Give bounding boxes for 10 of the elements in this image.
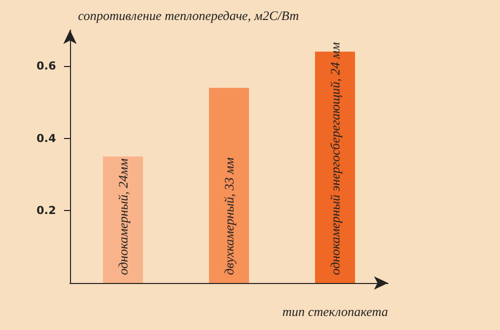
x-tick-label: однокамерный, 24мм bbox=[116, 158, 130, 275]
bar bbox=[209, 88, 249, 283]
x-tick-label: однокамерный энергосберегающий, 24 мм bbox=[328, 42, 342, 275]
y-tick-label: 0.2 bbox=[36, 204, 56, 218]
x-axis-title: тип стеклопакета bbox=[282, 304, 388, 319]
x-tick-label: двухкамерный, 33 мм bbox=[222, 157, 236, 275]
y-tick-label: 0.4 bbox=[36, 132, 56, 145]
bar bbox=[103, 156, 143, 283]
y-axis-title: сопротивление теплопередаче, м2С/Вт bbox=[78, 8, 299, 23]
y-tick-label: 0.6 bbox=[36, 60, 56, 73]
